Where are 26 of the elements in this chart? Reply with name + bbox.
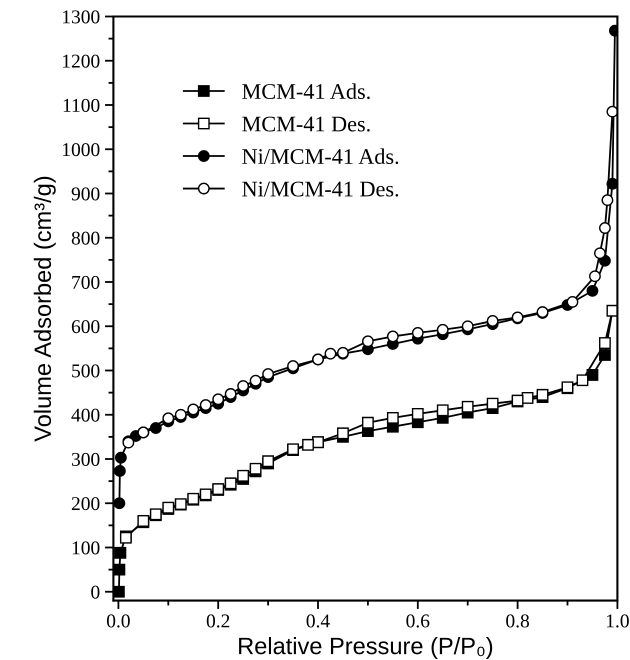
x-tick-label: 0.4 — [306, 614, 330, 628]
y-tick-label: 1000 — [63, 143, 100, 156]
y-tick-label: 0 — [91, 586, 100, 599]
legend-label: Ni/MCM-41 Ads. — [242, 148, 398, 164]
x-tick-label: 0.6 — [406, 614, 430, 628]
x-tick-label: 0.8 — [506, 614, 530, 628]
y-tick-label: 600 — [72, 320, 100, 334]
x-tick-label: 1.0 — [606, 614, 629, 628]
y-tick-label: 900 — [72, 187, 100, 200]
y-tick-label: 500 — [72, 364, 100, 378]
x-tick-label: 0.2 — [206, 614, 230, 628]
y-tick-label: 300 — [72, 452, 100, 466]
y-axis-title: Volume Adsorbed (cm³/g) — [34, 176, 56, 442]
y-tick-label: 100 — [72, 541, 100, 554]
y-tick-label: 1300 — [63, 10, 100, 24]
x-tick-label: 0.0 — [106, 614, 130, 628]
y-tick-label: 400 — [71, 408, 100, 422]
legend-label: Ni/MCM-41 Des. — [242, 182, 398, 197]
y-tick-label: 1100 — [64, 98, 100, 112]
y-tick-label: 200 — [72, 497, 100, 510]
y-tick-label: 800 — [72, 232, 100, 245]
legend-label: MCM-41 Des. — [242, 116, 370, 132]
legend-label: MCM-41 Ads. — [242, 83, 370, 100]
y-tick-label: 1200 — [63, 54, 100, 68]
y-tick-label: 700 — [72, 276, 100, 289]
x-axis-title: Relative Pressure (P/P₀) — [239, 636, 492, 659]
